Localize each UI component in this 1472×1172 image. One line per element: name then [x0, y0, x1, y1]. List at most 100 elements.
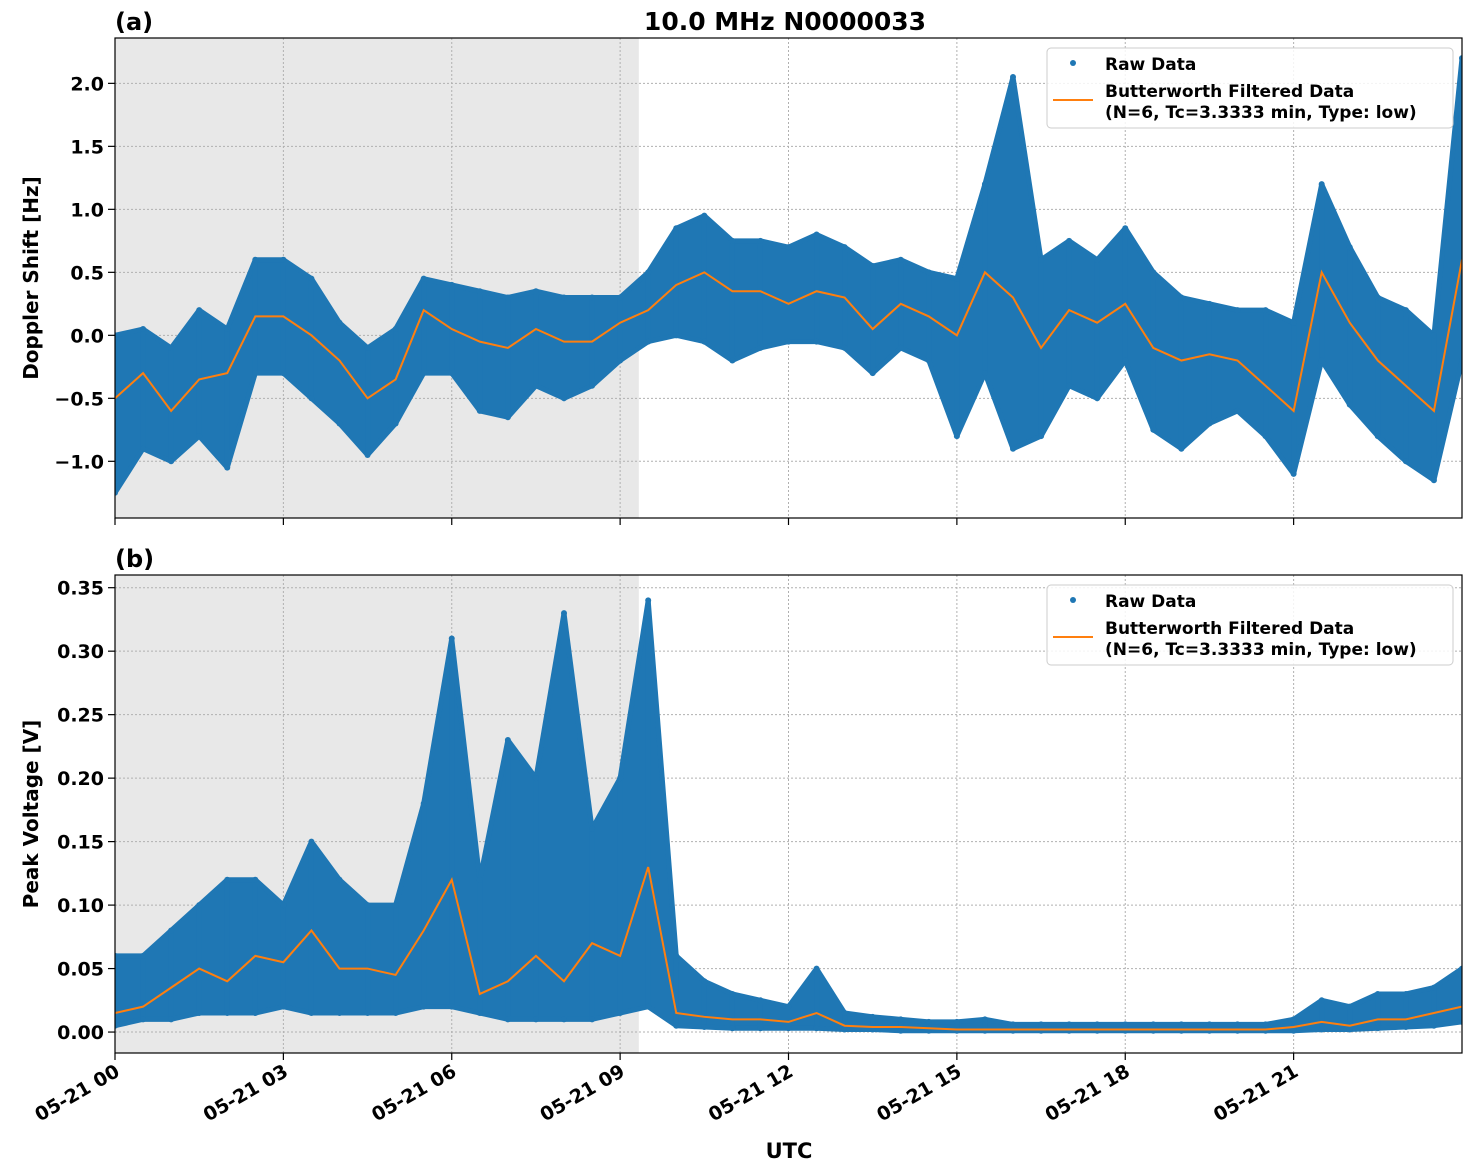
legend-filtered-label: Butterworth Filtered Data	[1105, 619, 1354, 639]
raw-data-point	[1459, 55, 1462, 62]
raw-data-point	[308, 275, 315, 282]
raw-data-point	[1430, 477, 1437, 484]
panel-b-peak-voltage: 05-21 00 05-21 03 05-21 06 05-21 09 05-21 12…	[19, 545, 1463, 1126]
raw-data-range	[1403, 985, 1437, 1030]
raw-data-point	[897, 256, 904, 263]
raw-data-range	[1010, 74, 1044, 452]
raw-data-point	[1234, 307, 1241, 314]
raw-data-range	[1206, 301, 1240, 427]
raw-data-point	[673, 1022, 680, 1029]
raw-data-point	[280, 902, 287, 909]
raw-data-point	[252, 1010, 259, 1017]
raw-data-point	[448, 281, 455, 288]
raw-data-point	[953, 433, 960, 440]
raw-data-point	[1234, 407, 1241, 414]
y-tick-label: 2.0	[70, 73, 104, 95]
raw-data-point	[280, 370, 287, 377]
raw-data-range	[1150, 269, 1184, 452]
raw-data-range	[701, 978, 735, 1031]
raw-data-point	[785, 1025, 792, 1032]
raw-data-point	[813, 231, 820, 238]
axes-frame	[114, 574, 1463, 1054]
raw-data-point	[1430, 332, 1437, 339]
raw-data-range	[645, 597, 679, 1029]
raw-data-point	[1178, 294, 1185, 301]
raw-data-point	[645, 338, 652, 345]
raw-data-point	[1178, 1021, 1185, 1028]
raw-data-range	[252, 877, 286, 1016]
raw-data-point	[140, 1016, 147, 1023]
raw-data-point	[420, 800, 427, 807]
raw-data-point	[617, 294, 624, 301]
raw-data-point	[757, 1025, 764, 1032]
raw-data-point	[897, 344, 904, 351]
raw-data-point	[364, 1010, 371, 1017]
raw-data-point	[561, 395, 567, 402]
raw-data-point	[392, 420, 399, 427]
raw-data-point	[1374, 433, 1381, 440]
raw-data-point	[1374, 990, 1381, 997]
raw-data-point	[448, 370, 455, 377]
raw-data-point	[280, 256, 287, 263]
legend: Raw Data Butterworth Filtered Data(N=6, T…	[1046, 584, 1454, 666]
raw-data-point	[1290, 470, 1297, 477]
raw-data-range	[1291, 181, 1325, 477]
y-tick-label: 0.25	[57, 705, 104, 727]
raw-data-point	[532, 1016, 539, 1023]
raw-data-point	[224, 1010, 231, 1017]
raw-data-point	[168, 458, 175, 465]
raw-data-point	[1374, 1025, 1381, 1032]
raw-data-point	[196, 433, 203, 440]
raw-data-point	[336, 1010, 343, 1017]
raw-data-range	[140, 326, 174, 464]
raw-data-point	[308, 395, 315, 402]
y-tick-label: 0.35	[57, 578, 104, 600]
raw-data-point	[1094, 256, 1101, 263]
raw-data-point	[1318, 1026, 1325, 1033]
raw-data-point	[140, 952, 147, 959]
raw-data-point	[645, 597, 652, 604]
raw-data-point	[645, 269, 652, 276]
legend-box	[1046, 584, 1454, 666]
raw-data-point	[168, 344, 175, 351]
raw-data-range	[842, 244, 876, 376]
raw-data-range	[786, 966, 820, 1031]
raw-data-point	[1318, 181, 1325, 188]
legend-raw-label: Raw Data	[1105, 592, 1196, 612]
y-tick-label: 0.30	[57, 641, 104, 663]
raw-data-point	[1374, 294, 1381, 301]
y-tick-label: 0.20	[57, 768, 104, 790]
x-tick-label: 05-21 06	[368, 1060, 460, 1126]
raw-data-range	[757, 238, 791, 351]
x-tick-label: 05-21 03	[200, 1060, 292, 1126]
raw-data-point	[168, 927, 175, 934]
raw-data-point	[897, 1027, 904, 1034]
raw-data-point	[869, 1013, 876, 1020]
legend-raw-label: Raw Data	[1105, 55, 1196, 75]
raw-data-point	[1459, 1018, 1462, 1025]
raw-data-point	[701, 1023, 708, 1030]
raw-data-point	[1094, 1021, 1101, 1028]
raw-data-point	[476, 288, 483, 295]
raw-data-range	[1375, 295, 1409, 464]
raw-data-range	[729, 238, 763, 364]
raw-data-point	[757, 237, 764, 244]
raw-data-point	[617, 775, 624, 782]
raw-data-point	[701, 978, 708, 985]
raw-data-point	[925, 1018, 932, 1025]
raw-data-range	[1066, 238, 1100, 401]
raw-data-point	[673, 952, 680, 959]
raw-data-point	[701, 212, 708, 219]
raw-data-point	[420, 275, 427, 282]
raw-data-point	[841, 244, 848, 251]
raw-data-point	[981, 181, 988, 188]
raw-data-point	[504, 294, 511, 301]
raw-data-range	[280, 257, 314, 401]
raw-data-point	[1459, 965, 1462, 972]
raw-data-point	[813, 1025, 820, 1032]
raw-data-point	[1290, 1027, 1297, 1034]
raw-data-range	[926, 269, 960, 439]
plot-area	[115, 55, 1462, 496]
raw-data-range	[1375, 991, 1409, 1031]
raw-data-point	[392, 326, 399, 333]
